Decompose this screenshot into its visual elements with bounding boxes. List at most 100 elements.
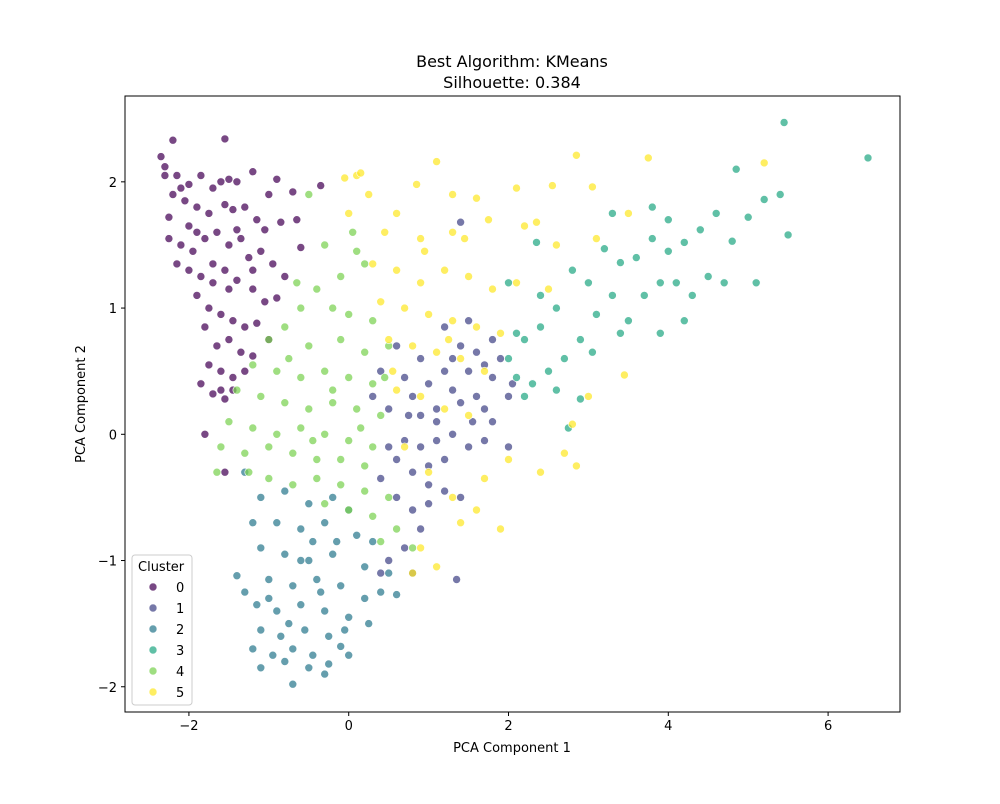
data-point [775,190,785,199]
data-point [552,385,561,395]
data-point [392,265,401,275]
data-point [288,187,298,197]
data-point [228,205,238,214]
data-point [272,175,282,184]
data-point [679,316,689,326]
data-point [416,354,425,363]
data-point [536,322,545,332]
data-point [212,467,222,477]
data-point [552,240,561,250]
data-point [512,373,521,382]
data-point [456,493,465,502]
data-point [616,328,625,338]
data-point [424,379,433,389]
data-point [496,524,505,534]
data-point [424,467,433,477]
data-point [156,152,166,161]
plot-area-frame [124,95,901,713]
points-layer [156,118,873,689]
data-point [336,581,346,591]
data-point [440,366,449,376]
data-point [759,158,769,168]
data-point [348,228,358,237]
x-tick-label: 4 [664,719,672,734]
data-point [679,238,689,247]
data-point [620,370,629,380]
data-point [244,467,254,477]
data-point [260,225,270,235]
data-point [488,335,497,344]
data-point [432,436,441,445]
data-point [340,173,350,183]
data-point [584,392,593,401]
data-point [376,297,386,307]
series-1 [368,217,517,584]
data-point [464,442,473,452]
data-point [212,341,222,351]
data-point [248,351,258,361]
data-point [232,225,242,235]
data-point [276,631,286,641]
data-point [404,411,413,420]
data-point [484,215,493,224]
data-point [448,493,457,502]
data-point [168,135,178,145]
data-point [248,167,258,176]
data-point [304,663,314,673]
data-point [328,385,338,395]
data-point [264,474,274,483]
data-point [196,379,206,389]
data-point [360,562,370,572]
y-axis-label: PCA Component 2 [74,345,89,463]
data-point [592,310,601,319]
data-point [296,303,306,313]
data-point [212,228,222,237]
data-point [224,335,234,344]
data-point [304,499,314,509]
data-point [711,209,721,218]
data-point [304,556,314,565]
data-point [512,183,521,193]
data-point [288,644,298,654]
data-point [616,258,625,267]
data-point [416,278,425,288]
data-point [384,493,394,502]
data-point [416,392,425,401]
legend-items: 0 1 2 3 4 5 [148,581,184,701]
legend-label: 3 [176,644,184,659]
data-point [440,486,449,496]
data-point [400,543,409,553]
data-point [368,259,378,269]
data-point [296,524,306,534]
data-point [472,347,481,357]
data-point [460,234,469,243]
data-point [520,392,529,401]
data-point [576,394,585,404]
data-point [703,272,713,281]
data-point [172,259,182,269]
data-point [639,291,649,300]
data-point [520,335,529,344]
data-point [416,524,425,534]
x-axis-ticks: −2 0 2 4 6 [179,712,832,734]
legend-label: 1 [176,602,184,617]
data-point [344,505,354,515]
data-point [416,543,425,553]
data-point [560,448,569,458]
data-point [408,467,417,477]
data-point [352,247,362,256]
data-point [663,215,673,224]
data-point [592,234,601,243]
data-point [328,549,338,559]
data-point [280,272,290,281]
data-point [232,177,242,187]
data-point [256,663,266,673]
data-point [336,335,346,344]
data-point [304,190,314,199]
x-axis-label: PCA Component 1 [453,741,571,756]
data-point [532,217,541,227]
data-point [376,366,386,376]
data-point [356,423,366,433]
data-point [464,411,473,420]
data-point [280,486,290,496]
